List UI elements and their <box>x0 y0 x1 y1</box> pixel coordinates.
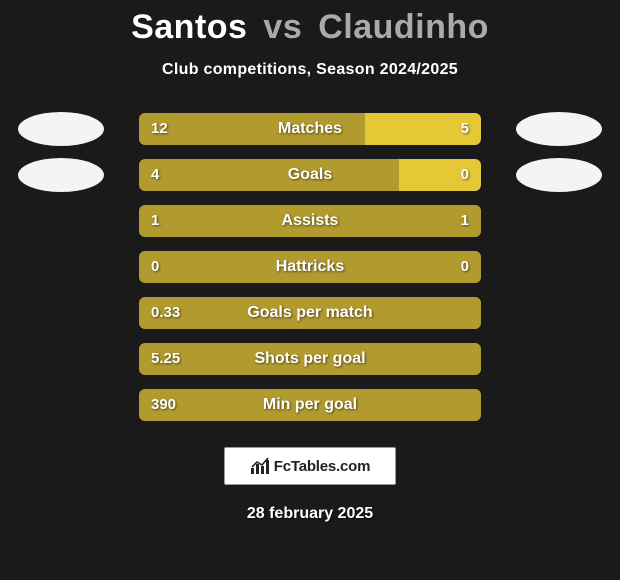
stat-bar: Matches125 <box>139 113 481 145</box>
stat-row: Goals40 <box>0 159 620 191</box>
stats-container: Matches125 Goals40 Assists11 Hattricks00 Goa… <box>0 113 620 421</box>
bar-left-fill <box>139 297 481 329</box>
stat-bar: Min per goal390 <box>139 389 481 421</box>
date-label: 28 february 2025 <box>0 505 620 523</box>
stat-row: Matches125 <box>0 113 620 145</box>
stat-row: Hattricks00 <box>0 251 620 283</box>
stat-bar: Shots per goal5.25 <box>139 343 481 375</box>
player1-avatar <box>18 112 104 146</box>
stat-bar: Goals per match0.33 <box>139 297 481 329</box>
bar-right-fill <box>399 159 481 191</box>
player2-avatar <box>516 112 602 146</box>
player1-name: Santos <box>131 8 247 46</box>
bar-left-fill <box>139 251 481 283</box>
stat-bar: Assists11 <box>139 205 481 237</box>
comparison-title: Santos vs Claudinho <box>0 0 620 47</box>
stat-bar: Hattricks00 <box>139 251 481 283</box>
bar-left-fill <box>139 205 481 237</box>
chart-icon <box>250 457 270 475</box>
bar-left-fill <box>139 389 481 421</box>
player2-avatar <box>516 158 602 192</box>
bar-left-fill <box>139 113 365 145</box>
stat-row: Assists11 <box>0 205 620 237</box>
vs-label: vs <box>263 8 302 46</box>
brand-box: FcTables.com <box>224 447 396 485</box>
stat-bar: Goals40 <box>139 159 481 191</box>
player2-name: Claudinho <box>318 8 489 46</box>
stat-row: Goals per match0.33 <box>0 297 620 329</box>
bar-right-fill <box>365 113 481 145</box>
stat-row: Min per goal390 <box>0 389 620 421</box>
subtitle: Club competitions, Season 2024/2025 <box>0 61 620 79</box>
brand-text: FcTables.com <box>274 458 371 475</box>
bar-left-fill <box>139 343 481 375</box>
bar-left-fill <box>139 159 399 191</box>
stat-row: Shots per goal5.25 <box>0 343 620 375</box>
player1-avatar <box>18 158 104 192</box>
